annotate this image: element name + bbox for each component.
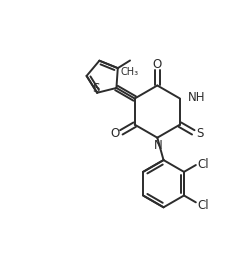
- Text: O: O: [153, 58, 162, 71]
- Text: CH₃: CH₃: [121, 67, 139, 77]
- Text: Cl: Cl: [198, 157, 209, 170]
- Text: Cl: Cl: [198, 198, 209, 211]
- Text: NH: NH: [188, 91, 205, 104]
- Text: N: N: [154, 139, 162, 152]
- Text: S: S: [196, 126, 204, 139]
- Text: S: S: [92, 82, 100, 94]
- Text: O: O: [110, 126, 119, 139]
